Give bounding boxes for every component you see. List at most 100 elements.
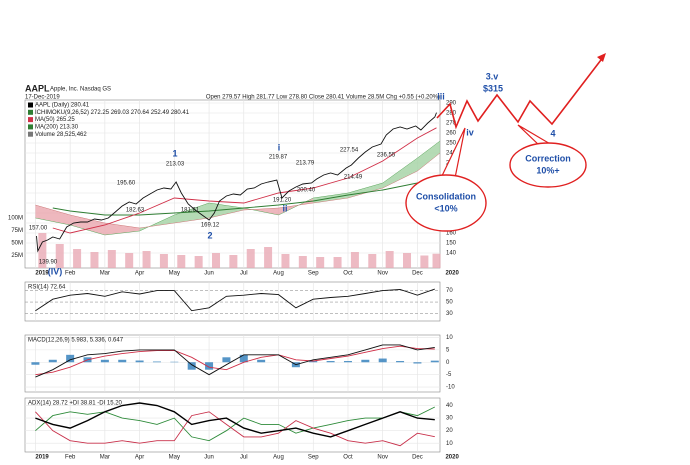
panel-frame <box>24 281 441 322</box>
price-label: 181.61 <box>181 208 200 214</box>
y2-tick-label: 25M <box>11 253 23 259</box>
date: 17-Dec-2019 <box>25 95 60 101</box>
ichimoku-cloud <box>70 215 105 235</box>
bar <box>298 256 307 268</box>
bar <box>55 244 64 268</box>
price-label: 195.60 <box>117 181 136 187</box>
y-tick-label: 40 <box>446 403 453 409</box>
legend-swatch <box>28 124 33 130</box>
y-tick-label: 150 <box>446 241 457 247</box>
callout-bubble <box>509 142 587 188</box>
wave-label: $315 <box>483 83 503 93</box>
x-tick-label: Dec <box>412 455 423 461</box>
wave-label: ii <box>282 203 287 213</box>
callout-text: Consolidation <box>416 191 476 201</box>
price-label: 139.90 <box>39 260 58 266</box>
series-line <box>35 288 435 312</box>
wave-label: 1 <box>172 148 177 158</box>
bar <box>31 362 40 365</box>
x-tick-label: Mar <box>100 455 110 461</box>
ichimoku-cloud <box>174 203 210 223</box>
x-tick-label: May <box>169 271 180 277</box>
price-label: 219.87 <box>269 155 288 161</box>
bar <box>100 359 109 363</box>
legend-swatch <box>28 131 33 137</box>
bar <box>73 249 82 268</box>
bar <box>135 360 144 363</box>
symbol: AAPL <box>25 83 50 93</box>
callout-text: Correction <box>525 153 571 163</box>
x-tick-label: Feb <box>65 271 76 277</box>
price-label: 214.49 <box>344 175 363 181</box>
indicator-label: ADX(14) 28.72 +DI 38.81 -DI 15.20 <box>28 401 123 407</box>
bar <box>90 252 99 268</box>
x-tick-label: Jun <box>204 455 214 461</box>
y-tick-label: 70 <box>446 288 453 294</box>
legend-swatch <box>28 117 33 123</box>
x-tick-label: Sep <box>308 271 319 277</box>
bar <box>239 354 248 363</box>
x-tick-label: Oct <box>343 455 353 461</box>
series-line <box>35 344 435 378</box>
ichimoku-cloud <box>104 223 140 235</box>
x-tick-label: Jul <box>240 271 248 277</box>
price-label: 200.40 <box>297 188 316 194</box>
callout-bubble <box>405 174 487 232</box>
wave-label: iv <box>466 127 474 137</box>
x-tick-label: Apr <box>135 455 144 461</box>
x-tick-label: Feb <box>65 455 76 461</box>
y-tick-label: 5 <box>446 347 450 353</box>
bar <box>432 253 441 268</box>
y-tick-label: 240 <box>446 151 457 157</box>
price-label: 213.03 <box>166 162 185 168</box>
x-tick-label: 2020 <box>445 455 459 461</box>
bar <box>281 254 290 268</box>
y-tick-label: 160 <box>446 231 457 237</box>
bar <box>430 360 439 363</box>
bar <box>385 251 394 268</box>
x-tick-label: Oct <box>343 271 353 277</box>
y-tick-label: 260 <box>446 131 457 137</box>
price-label: 182.63 <box>126 208 145 214</box>
y-tick-label: 50 <box>446 300 453 306</box>
price-label: 191.20 <box>273 198 292 204</box>
y-tick-label: 270 <box>446 121 457 127</box>
bar <box>396 361 405 363</box>
forecast-arrow <box>436 55 605 130</box>
wave-label: i <box>278 142 281 152</box>
ichimoku-cloud <box>382 158 418 188</box>
x-tick-label: Aug <box>273 455 284 461</box>
series-line <box>35 406 435 442</box>
bar <box>420 255 429 268</box>
y2-tick-label: 50M <box>11 241 23 247</box>
bar <box>194 256 203 268</box>
x-tick-label: 2019 <box>35 271 49 277</box>
y-tick-label: 10 <box>446 335 453 341</box>
y-tick-label: 10 <box>446 441 453 447</box>
series-line <box>35 411 435 447</box>
x-tick-label: Sep <box>308 455 319 461</box>
legend-swatch <box>28 102 33 108</box>
series-line <box>52 179 437 216</box>
callout-text: 10%+ <box>536 165 559 175</box>
wave-label: 3.v <box>486 71 499 81</box>
ichimoku-cloud <box>35 205 71 225</box>
bar <box>403 253 412 268</box>
wave-label: (IV) <box>48 266 63 276</box>
legend-swatch <box>28 109 33 115</box>
bar <box>212 253 221 268</box>
y-tick-label: 290 <box>446 101 457 107</box>
bar <box>326 361 335 363</box>
x-tick-label: Dec <box>412 271 423 277</box>
price-label: 213.79 <box>296 161 315 167</box>
bar <box>222 357 231 363</box>
price-label: 157.00 <box>29 226 48 232</box>
legend-entry: ICHIMOKU(9,26,52) 272.25 269.03 270.64 2… <box>35 110 190 116</box>
y2-tick-label: 100M <box>8 216 23 222</box>
x-tick-label: Jun <box>204 271 214 277</box>
bar <box>142 251 151 268</box>
bar <box>205 362 214 370</box>
legend-entry: AAPL (Daily) 280.41 <box>35 103 90 109</box>
bar <box>107 250 116 268</box>
